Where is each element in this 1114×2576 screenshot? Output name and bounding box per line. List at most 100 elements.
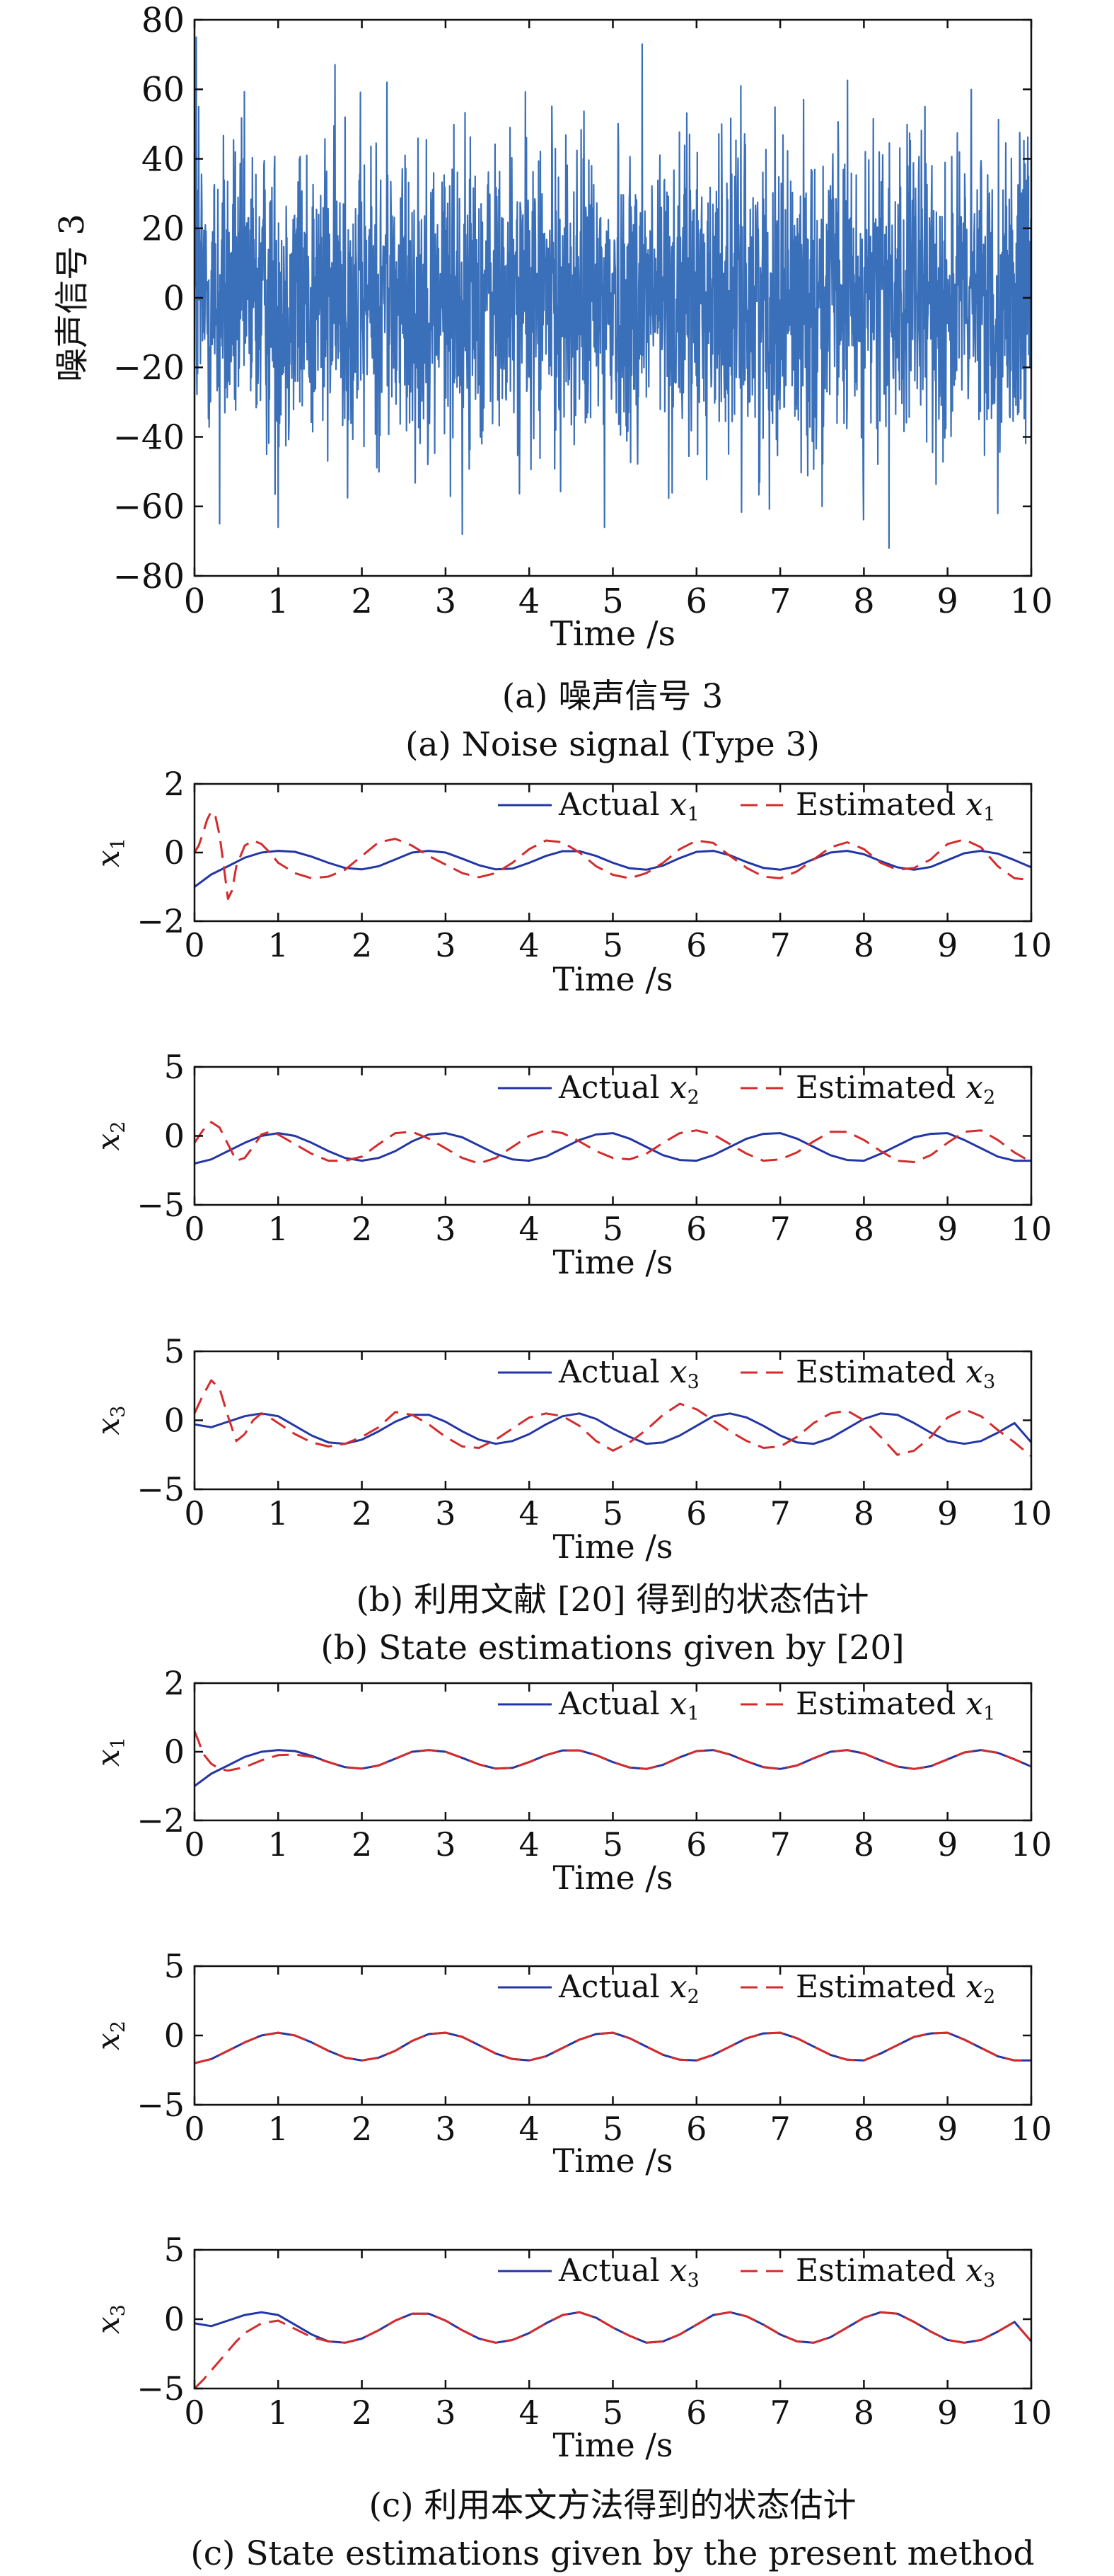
caption-a-cn: (a) 噪声信号 3 (502, 677, 723, 716)
x-axis-label: Time /s (550, 614, 675, 654)
caption-b-cn: (b) 利用文献 [20] 得到的状态估计 (356, 1581, 869, 1619)
y-tick-label: 5 (164, 1332, 185, 1370)
x-tick-label: 5 (603, 2393, 623, 2432)
y-tick-label: 0 (164, 2300, 185, 2338)
y-tick-label: 0 (164, 1402, 185, 1440)
x-tick-label: 0 (184, 1210, 204, 1248)
legend-label-2: Estimated x2 (796, 1070, 995, 1109)
legend-label-2: Estimated x2 (796, 1969, 995, 2008)
series-layer (195, 1731, 1031, 1787)
x-tick-label: 10 (1011, 1494, 1052, 1532)
x-tick-label: 6 (686, 582, 708, 621)
x-tick-label: 8 (854, 926, 874, 964)
x-tick-label: 10 (1011, 926, 1052, 964)
legend: Actual x1 Estimated x1 (498, 787, 995, 826)
x-tick-label: 6 (686, 1825, 707, 1864)
y-axis-label: 噪声信号 3 (52, 214, 92, 382)
x-tick-label: 10 (1009, 582, 1052, 621)
y-tick-label: −2 (137, 902, 185, 940)
x-tick-label: 3 (435, 2110, 456, 2148)
x-tick-label: 7 (770, 1210, 790, 1248)
y-axis-label: x1 (91, 1737, 129, 1767)
legend: Actual x1 Estimated x1 (498, 1686, 995, 1725)
series-line-1 (195, 850, 1031, 888)
legend-label-2: Estimated x1 (796, 1686, 995, 1725)
x-tick-label: 9 (937, 926, 958, 964)
x-tick-label: 10 (1011, 2393, 1052, 2432)
y-axis-label: x3 (91, 2304, 129, 2334)
x-tick-label: 2 (351, 582, 373, 621)
x-tick-label: 2 (352, 2393, 372, 2432)
series-layer (195, 2031, 1031, 2064)
legend: Actual x2 Estimated x2 (498, 1070, 995, 1109)
x-tick-label: 5 (603, 1825, 623, 1864)
y-tick-label: 0 (164, 833, 185, 872)
x-tick-label: 2 (352, 1825, 372, 1864)
y-tick-label: 0 (164, 1117, 185, 1155)
series-layer (195, 36, 1031, 549)
legend-label-1: Actual x1 (558, 787, 700, 826)
x-tick-label: 5 (603, 926, 623, 964)
chart-noise: 0 1 2 3 4 5 6 7 8 9 10 −80 −60 −40 −20 0 20 40 60 80 Time /s… (52, 1, 1053, 654)
legend-label-2: Estimated x3 (796, 1354, 995, 1393)
x-tick-label: 3 (435, 1494, 456, 1532)
y-tick-label: −2 (137, 1801, 185, 1839)
x-tick-label: 4 (519, 2110, 540, 2148)
x-tick-label: 8 (854, 1494, 874, 1532)
x-tick-label: 4 (519, 1825, 540, 1864)
x-tick-label: 10 (1011, 2110, 1052, 2148)
x-tick-label: 2 (352, 1210, 372, 1248)
x-tick-label: 2 (352, 926, 372, 964)
y-tick-label: 0 (164, 1733, 185, 1771)
y-tick-label: 5 (164, 1947, 185, 1985)
y-tick-label: −5 (137, 1186, 185, 1224)
x-tick-label: 2 (352, 2110, 372, 2148)
series-line-1 (195, 2031, 1031, 2064)
x-tick-label: 4 (519, 1210, 540, 1248)
x-tick-label: 7 (770, 582, 791, 621)
caption-b-en: (b) State estimations given by [20] (320, 1629, 904, 1668)
x-tick-label: 5 (603, 1494, 623, 1532)
x-tick-label: 0 (184, 582, 206, 621)
series-line-2 (195, 2031, 1031, 2064)
x-tick-label: 9 (937, 1494, 958, 1532)
x-tick-label: 5 (602, 582, 624, 621)
x-tick-label: 7 (770, 2110, 790, 2148)
x-tick-label: 3 (435, 1210, 456, 1248)
x-tick-label: 4 (519, 2393, 540, 2432)
legend-label-1: Actual x2 (558, 1969, 700, 2008)
y-tick-label: 5 (164, 2231, 185, 2269)
legend-label-1: Actual x3 (558, 2253, 700, 2292)
x-tick-label: 5 (603, 1210, 623, 1248)
x-tick-label: 6 (686, 1210, 707, 1248)
x-tick-label: 9 (937, 2110, 958, 2148)
series-layer (195, 2311, 1031, 2389)
x-axis-label: Time /s (553, 2426, 673, 2464)
x-tick-label: 1 (268, 1494, 289, 1532)
y-tick-label: 60 (141, 70, 185, 110)
x-tick-label: 3 (435, 2393, 456, 2432)
series-layer (195, 1379, 1031, 1457)
legend-label-2: Estimated x3 (796, 2253, 995, 2292)
series-line-2 (195, 2311, 1031, 2389)
x-tick-label: 0 (184, 1494, 204, 1532)
x-tick-label: 9 (936, 582, 958, 621)
series-line-1 (195, 1412, 1031, 1445)
x-tick-label: 4 (519, 926, 540, 964)
y-tick-label: 5 (164, 1048, 185, 1086)
y-tick-label: 2 (164, 765, 185, 803)
x-tick-label: 0 (184, 2110, 204, 2148)
x-tick-label: 7 (770, 1825, 790, 1864)
x-tick-label: 1 (267, 582, 289, 621)
x-tick-label: 1 (268, 2110, 289, 2148)
x-tick-label: 10 (1011, 1825, 1052, 1864)
x-tick-label: 6 (686, 926, 707, 964)
legend: Actual x3 Estimated x3 (498, 2253, 995, 2292)
x-tick-label: 10 (1011, 1210, 1052, 1248)
